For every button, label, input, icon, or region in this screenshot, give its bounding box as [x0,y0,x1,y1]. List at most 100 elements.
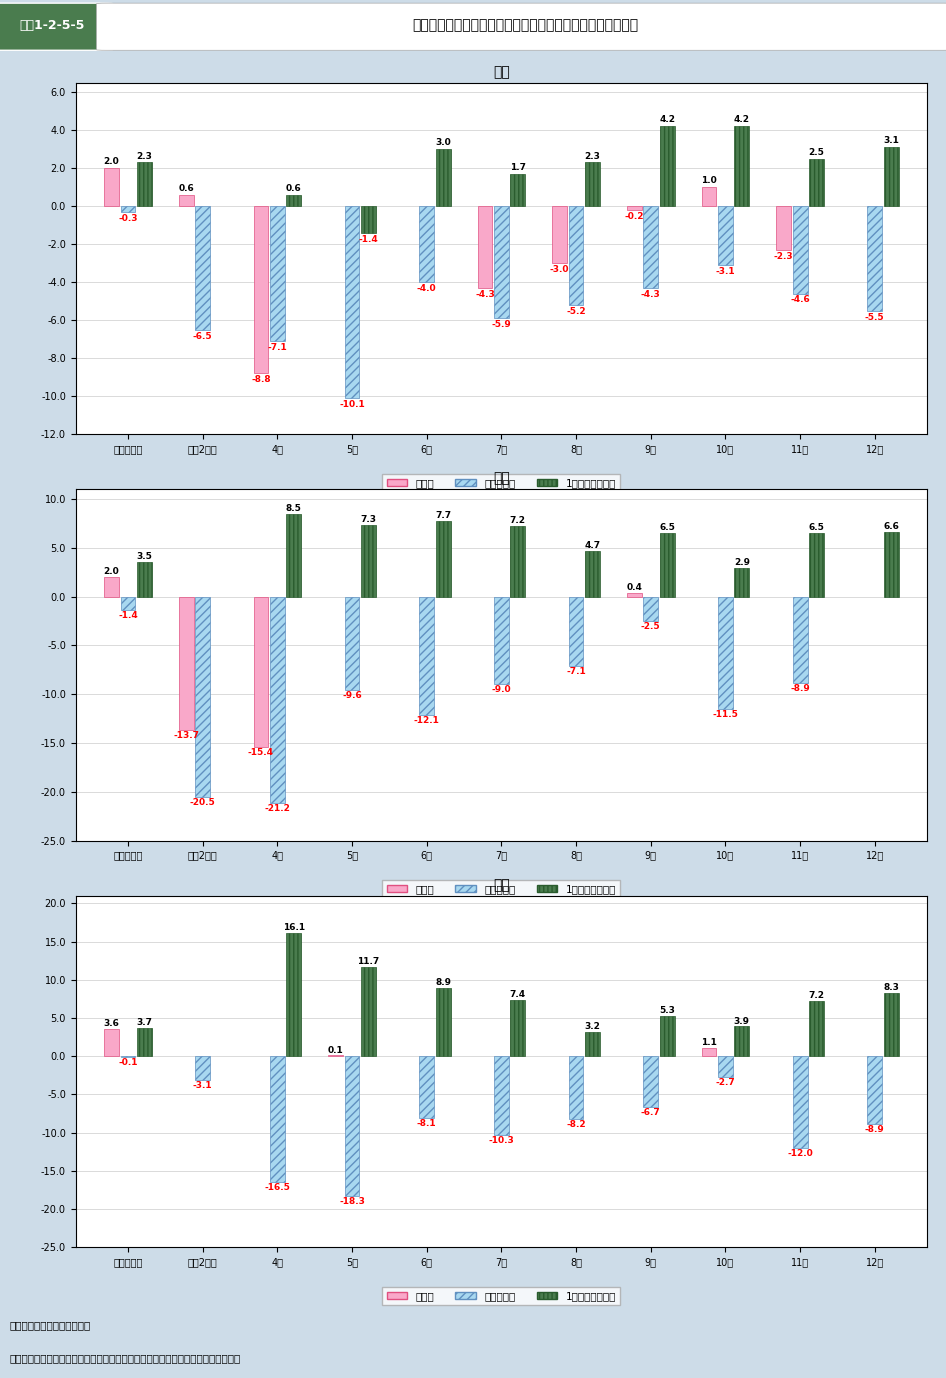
Text: -18.3: -18.3 [339,1196,365,1206]
Bar [569,1056,584,1119]
Text: 7.7: 7.7 [435,511,451,521]
Text: -10.3: -10.3 [488,1135,515,1145]
Text: 3.6: 3.6 [104,1018,119,1028]
Bar [436,521,450,597]
Bar [195,207,210,329]
Bar [494,597,509,685]
Bar [287,514,301,597]
Bar [793,207,808,294]
Bar [270,597,285,803]
Text: -6.5: -6.5 [193,332,213,340]
Text: 0.1: 0.1 [327,1046,343,1054]
Text: -0.1: -0.1 [118,1058,138,1067]
Text: 医療費の動向　診療種別（入院、外来、調剤）対前年同月比: 医療費の動向 診療種別（入院、外来、調剤）対前年同月比 [412,18,639,32]
Bar [867,1056,883,1124]
Text: 2.0: 2.0 [104,157,119,167]
Bar [344,597,359,690]
Bar [254,207,269,373]
Bar [718,1056,733,1076]
Bar [659,1016,674,1056]
Text: 2.5: 2.5 [809,147,825,157]
Bar [702,1047,716,1056]
Text: 資料：厚生労働省保険局調べ: 資料：厚生労働省保険局調べ [9,1320,91,1330]
Title: 外来: 外来 [493,471,510,485]
Text: 8.3: 8.3 [884,983,899,992]
Bar [419,1056,434,1118]
Bar [734,568,749,597]
Text: -8.8: -8.8 [251,375,271,384]
Bar [511,174,525,207]
Bar [734,1027,749,1056]
Bar [494,207,509,318]
Bar [777,207,791,249]
Bar [287,194,301,207]
Text: 3.2: 3.2 [585,1022,601,1031]
Text: -11.5: -11.5 [712,710,739,719]
Bar [569,207,584,305]
Text: -4.0: -4.0 [417,284,436,294]
Text: -12.0: -12.0 [787,1148,813,1158]
Text: 0.4: 0.4 [626,583,642,591]
Bar [270,1056,285,1182]
Text: -16.5: -16.5 [264,1182,290,1192]
Text: -8.2: -8.2 [567,1119,586,1129]
Bar [137,562,151,597]
Bar [734,127,749,207]
Text: -8.9: -8.9 [865,1124,885,1134]
Text: -6.7: -6.7 [640,1108,660,1118]
Bar [702,187,716,207]
Text: -0.2: -0.2 [624,212,644,220]
Bar [361,525,376,597]
Text: -2.3: -2.3 [774,252,794,260]
Text: 2.3: 2.3 [136,152,152,161]
Text: 4.2: 4.2 [734,116,750,124]
Text: 3.5: 3.5 [136,553,152,561]
Text: 11.7: 11.7 [358,956,379,966]
Text: 6.5: 6.5 [659,524,675,532]
Text: 8.9: 8.9 [435,978,451,988]
Bar [867,207,883,310]
Legend: 医療費, 受診延日数, 1日当たり医療費: 医療費, 受診延日数, 1日当たり医療費 [382,881,621,898]
Text: -13.7: -13.7 [173,732,200,740]
Bar [585,163,600,207]
Bar [179,597,194,730]
Bar [120,597,135,610]
Bar [344,1056,359,1196]
Bar [659,127,674,207]
Bar [361,967,376,1056]
Text: -7.1: -7.1 [567,667,586,675]
Bar [419,207,434,282]
Text: -3.1: -3.1 [715,267,735,276]
Text: -10.1: -10.1 [339,400,365,409]
Bar [361,207,376,233]
Text: -5.5: -5.5 [865,313,885,321]
Text: 3.7: 3.7 [136,1018,152,1027]
Text: 7.3: 7.3 [360,515,377,524]
Bar [643,207,658,288]
Text: 7.4: 7.4 [510,989,526,999]
Bar [270,207,285,340]
Text: 6.5: 6.5 [809,524,825,532]
Bar [137,163,151,207]
Text: -0.3: -0.3 [118,214,138,223]
Bar [718,207,733,265]
Bar [195,1056,210,1080]
Text: -2.7: -2.7 [715,1078,735,1086]
Text: 図表1-2-5-5: 図表1-2-5-5 [19,19,85,32]
Text: 3.1: 3.1 [884,136,899,145]
Bar [793,1056,808,1148]
Text: -9.6: -9.6 [342,692,362,700]
Bar [809,1002,824,1056]
Text: -5.2: -5.2 [567,307,586,316]
Bar [195,597,210,796]
Legend: 医療費, 受診延日数, 1日当たり医療費: 医療費, 受診延日数, 1日当たり医療費 [382,1287,621,1305]
Text: 7.2: 7.2 [510,517,526,525]
Text: -20.5: -20.5 [190,798,216,806]
Text: 1.7: 1.7 [510,163,526,172]
Text: -1.4: -1.4 [359,234,378,244]
Text: -8.9: -8.9 [790,685,810,693]
Bar [137,1028,151,1056]
Bar [793,597,808,683]
Text: 6.6: 6.6 [884,522,899,531]
Bar [419,597,434,715]
